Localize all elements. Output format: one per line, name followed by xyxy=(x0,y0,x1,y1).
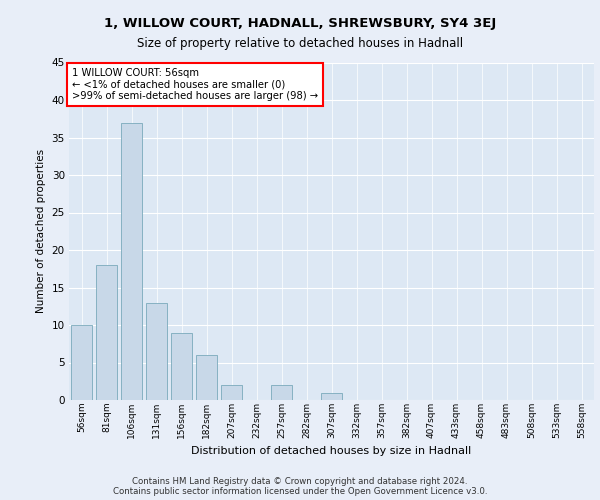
Text: Size of property relative to detached houses in Hadnall: Size of property relative to detached ho… xyxy=(137,38,463,51)
Bar xyxy=(146,302,167,400)
Text: Contains public sector information licensed under the Open Government Licence v3: Contains public sector information licen… xyxy=(113,487,487,496)
Bar xyxy=(96,265,117,400)
Bar xyxy=(121,122,142,400)
Bar xyxy=(71,325,92,400)
Text: Contains HM Land Registry data © Crown copyright and database right 2024.: Contains HM Land Registry data © Crown c… xyxy=(132,477,468,486)
Y-axis label: Number of detached properties: Number of detached properties xyxy=(36,149,46,314)
Text: 1, WILLOW COURT, HADNALL, SHREWSBURY, SY4 3EJ: 1, WILLOW COURT, HADNALL, SHREWSBURY, SY… xyxy=(104,18,496,30)
Bar xyxy=(271,385,292,400)
Bar xyxy=(321,392,342,400)
Bar xyxy=(196,355,217,400)
Text: 1 WILLOW COURT: 56sqm
← <1% of detached houses are smaller (0)
>99% of semi-deta: 1 WILLOW COURT: 56sqm ← <1% of detached … xyxy=(71,68,318,101)
Bar xyxy=(221,385,242,400)
X-axis label: Distribution of detached houses by size in Hadnall: Distribution of detached houses by size … xyxy=(191,446,472,456)
Bar xyxy=(171,332,192,400)
